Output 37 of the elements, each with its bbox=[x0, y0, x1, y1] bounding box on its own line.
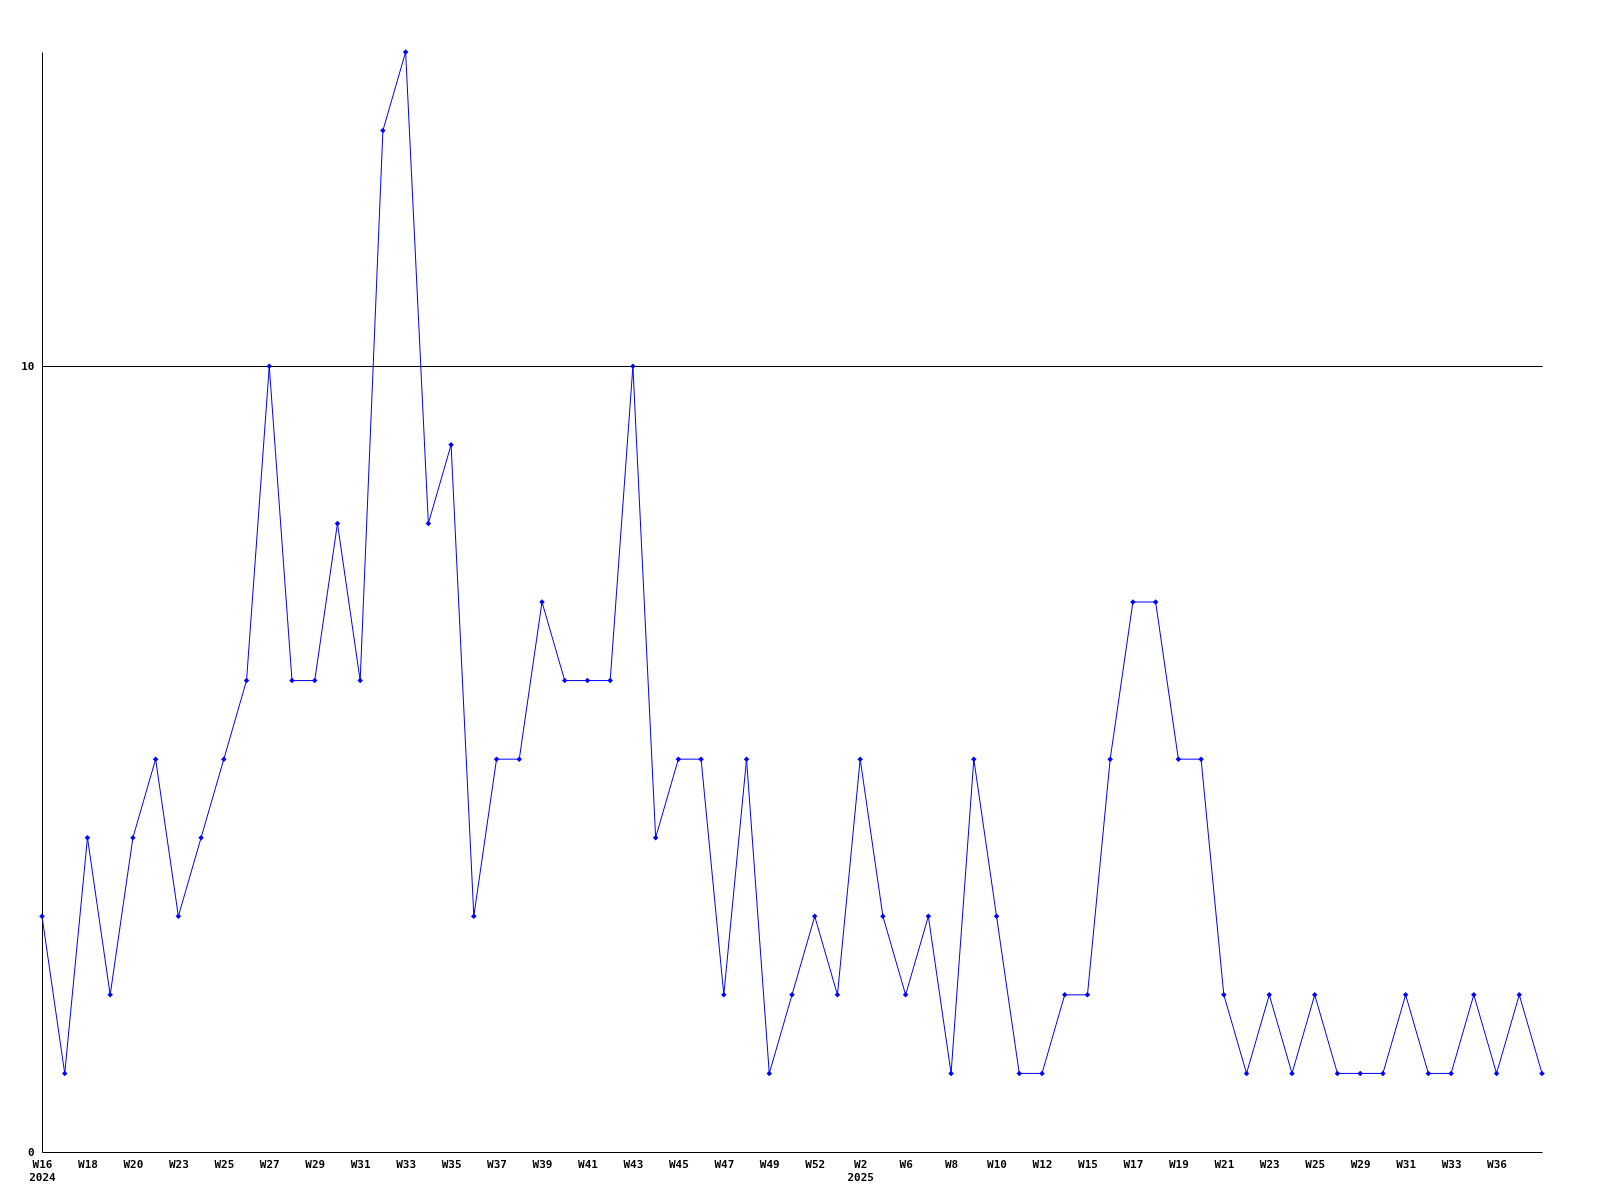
x-tick-label: W27 bbox=[259, 1157, 280, 1171]
x-tick-label: W39 bbox=[532, 1157, 553, 1171]
x-tick-label: W15 bbox=[1078, 1157, 1098, 1171]
text: 2025 bbox=[847, 1170, 874, 1184]
x-tick-label: W36 bbox=[1487, 1157, 1508, 1171]
x-tick-label: W12 bbox=[1032, 1157, 1053, 1171]
text: 2024 bbox=[29, 1170, 57, 1184]
x-tick-label: W37 bbox=[487, 1157, 507, 1171]
y-tick-label: 10 bbox=[21, 359, 35, 373]
x-tick-label: W35 bbox=[441, 1157, 462, 1171]
x-tick-label: W33 bbox=[1441, 1157, 1462, 1171]
x-tick-label: W31 bbox=[1396, 1157, 1417, 1171]
x-tick-label: W23 bbox=[1259, 1157, 1280, 1171]
x-tick-label: W47 bbox=[714, 1157, 735, 1171]
x-tick-label: W43 bbox=[623, 1157, 644, 1171]
x-tick-label: W25 bbox=[214, 1157, 235, 1171]
x-tick-label: W29 bbox=[1350, 1157, 1371, 1171]
x-tick-label: W20 bbox=[123, 1157, 144, 1171]
x-tick-label: W45 bbox=[668, 1157, 689, 1171]
x-tick-label: W41 bbox=[578, 1157, 599, 1171]
x-tick-label: W21 bbox=[1214, 1157, 1235, 1171]
x-tick-label: W49 bbox=[759, 1157, 780, 1171]
x-tick-label: W25 bbox=[1305, 1157, 1326, 1171]
x-tick-label: W10 bbox=[987, 1157, 1007, 1171]
x-tick-label: W17 bbox=[1123, 1157, 1144, 1171]
x-tick-label: W52 bbox=[805, 1157, 826, 1171]
x-tick-label: W16 bbox=[32, 1157, 53, 1171]
x-tick-label: W19 bbox=[1168, 1157, 1189, 1171]
x-tick-label: W8 bbox=[944, 1157, 959, 1171]
x-tick-label: W33 bbox=[396, 1157, 417, 1171]
x-tick-label: W6 bbox=[899, 1157, 914, 1171]
x-tick-label: W23 bbox=[168, 1157, 189, 1171]
y-tick-label: 0 bbox=[27, 1145, 35, 1159]
x-tick-label: W18 bbox=[78, 1157, 98, 1171]
x-tick-label: W31 bbox=[350, 1157, 371, 1171]
x-tick-label: W29 bbox=[305, 1157, 326, 1171]
x-tick-label: W2 bbox=[854, 1157, 868, 1171]
